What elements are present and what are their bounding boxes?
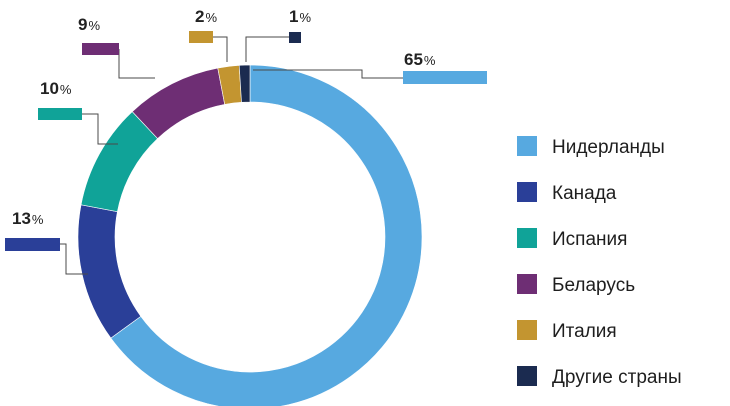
donut-slice-1 bbox=[77, 204, 142, 339]
leader-line-5 bbox=[245, 36, 289, 62]
callout-1: 13% bbox=[5, 209, 88, 275]
callout-swatch-0 bbox=[403, 71, 487, 84]
callout-0: 65% bbox=[253, 50, 487, 84]
data-label-1: 13% bbox=[12, 209, 44, 228]
callout-swatch-1 bbox=[5, 238, 60, 251]
legend-item-2: Испания bbox=[517, 228, 627, 250]
legend-label-2: Испания bbox=[552, 229, 627, 250]
callout-swatch-5 bbox=[289, 32, 301, 43]
legend-swatch-1 bbox=[517, 182, 537, 202]
legend-label-4: Италия bbox=[552, 321, 617, 342]
leader-line-3 bbox=[118, 49, 155, 79]
legend-item-3: Беларусь bbox=[517, 274, 635, 296]
callout-swatch-4 bbox=[189, 31, 213, 43]
legend-swatch-0 bbox=[517, 136, 537, 156]
data-label-5: 1% bbox=[289, 7, 311, 26]
legend-swatch-2 bbox=[517, 228, 537, 248]
data-label-2: 10% bbox=[40, 79, 72, 98]
legend-label-5: Другие страны bbox=[552, 367, 682, 388]
leader-line-4 bbox=[213, 36, 228, 62]
callout-3: 9% bbox=[78, 15, 155, 79]
data-label-3: 9% bbox=[78, 15, 100, 34]
donut-ring bbox=[77, 64, 423, 406]
legend-swatch-3 bbox=[517, 274, 537, 294]
callout-2: 10% bbox=[38, 79, 118, 145]
donut-slice-0 bbox=[110, 64, 423, 406]
data-label-0: 65% bbox=[404, 50, 436, 69]
leader-line-1 bbox=[60, 243, 88, 275]
legend-item-5: Другие страны bbox=[517, 366, 682, 388]
callout-5: 1% bbox=[245, 7, 311, 62]
legend-label-3: Беларусь bbox=[552, 275, 635, 296]
leader-line-2 bbox=[82, 113, 118, 145]
legend-swatch-5 bbox=[517, 366, 537, 386]
callouts: 65% 13% 10% 9% 2% 1% bbox=[5, 7, 487, 275]
legend-swatch-4 bbox=[517, 320, 537, 340]
legend-label-0: Нидерланды bbox=[552, 137, 665, 158]
callout-4: 2% bbox=[189, 7, 228, 62]
legend-item-1: Канада bbox=[517, 182, 617, 204]
legend-item-4: Италия bbox=[517, 320, 617, 342]
leader-line-0 bbox=[253, 69, 404, 79]
donut-slice-5 bbox=[238, 64, 251, 103]
legend-item-0: Нидерланды bbox=[517, 136, 665, 158]
legend: Нидерланды Канада Испания Беларусь Италия Дру… bbox=[517, 136, 682, 388]
callout-swatch-2 bbox=[38, 108, 82, 120]
data-label-4: 2% bbox=[195, 7, 217, 26]
callout-swatch-3 bbox=[82, 43, 119, 55]
legend-label-1: Канада bbox=[552, 183, 617, 204]
